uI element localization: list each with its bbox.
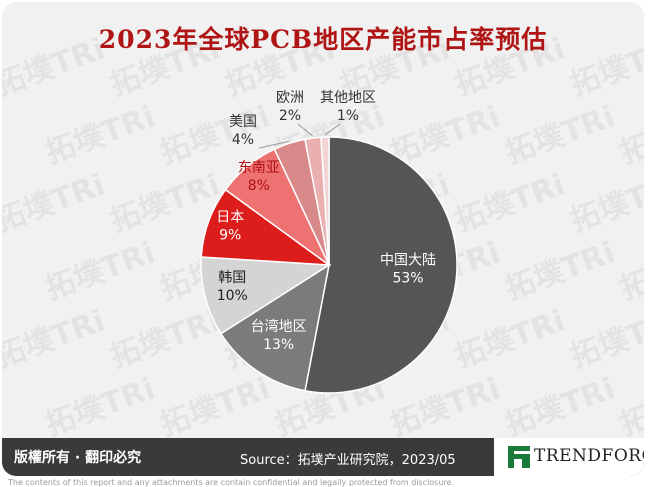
pie-chart: 中国大陆 53% 台湾地区 13% 韩国 10% 日本 9% 东南亚 8% 美国 4% 欧洲 2% 其他地区… bbox=[200, 90, 458, 394]
slice-label-4: 东南亚 bbox=[238, 160, 280, 176]
chart-card: 拓墣TRi 拓墣TRi 拓墣TRi 拓墣TRi 拓墣TRi 拓墣TRi 拓墣TRi 拓墣TRi… bbox=[2, 2, 644, 476]
footer-bar: 版權所有 · 翻印必究 Source：拓墣产业研究院，2023/05 TREND… bbox=[2, 438, 644, 476]
slice-value-2: 10% bbox=[217, 288, 248, 304]
copyright-label: 版權所有 · 翻印必究 bbox=[14, 450, 142, 466]
leader-line-7 bbox=[324, 123, 341, 136]
pie-slice-1 bbox=[219, 263, 331, 392]
pie-slice-2 bbox=[200, 256, 332, 335]
pie-slice-7 bbox=[320, 136, 330, 266]
slice-label-0: 中国大陆 bbox=[380, 252, 436, 268]
slice-value-0: 53% bbox=[392, 270, 423, 286]
slice-label-6: 欧洲 bbox=[276, 90, 304, 106]
chart-title: 2023年全球PCB地区产能市占率预估 bbox=[98, 25, 548, 54]
slice-label-3: 日本 bbox=[216, 209, 244, 225]
source-label: Source：拓墣产业研究院，2023/05 bbox=[240, 453, 456, 468]
brand-name: TRENDFORCE bbox=[534, 446, 644, 466]
slice-value-3: 9% bbox=[219, 227, 241, 243]
disclaimer-text: The contents of this report and any atta… bbox=[8, 478, 454, 487]
trendforce-logo-icon bbox=[508, 446, 530, 468]
slice-value-4: 8% bbox=[248, 178, 270, 194]
slice-label-1: 台湾地区 bbox=[251, 318, 307, 335]
leader-line-6 bbox=[297, 123, 314, 137]
slice-label-2: 韩国 bbox=[218, 270, 246, 286]
slice-label-5: 美国 bbox=[229, 114, 257, 130]
slice-value-7: 1% bbox=[337, 108, 359, 124]
slice-value-5: 4% bbox=[232, 132, 254, 148]
brand-logo: TRENDFORCE bbox=[494, 438, 644, 476]
leader-line-5 bbox=[258, 140, 289, 149]
slice-value-1: 13% bbox=[263, 337, 294, 353]
slice-label-7: 其他地区 bbox=[320, 90, 376, 106]
pie-slice-0 bbox=[304, 136, 458, 394]
slice-value-6: 2% bbox=[279, 108, 301, 124]
